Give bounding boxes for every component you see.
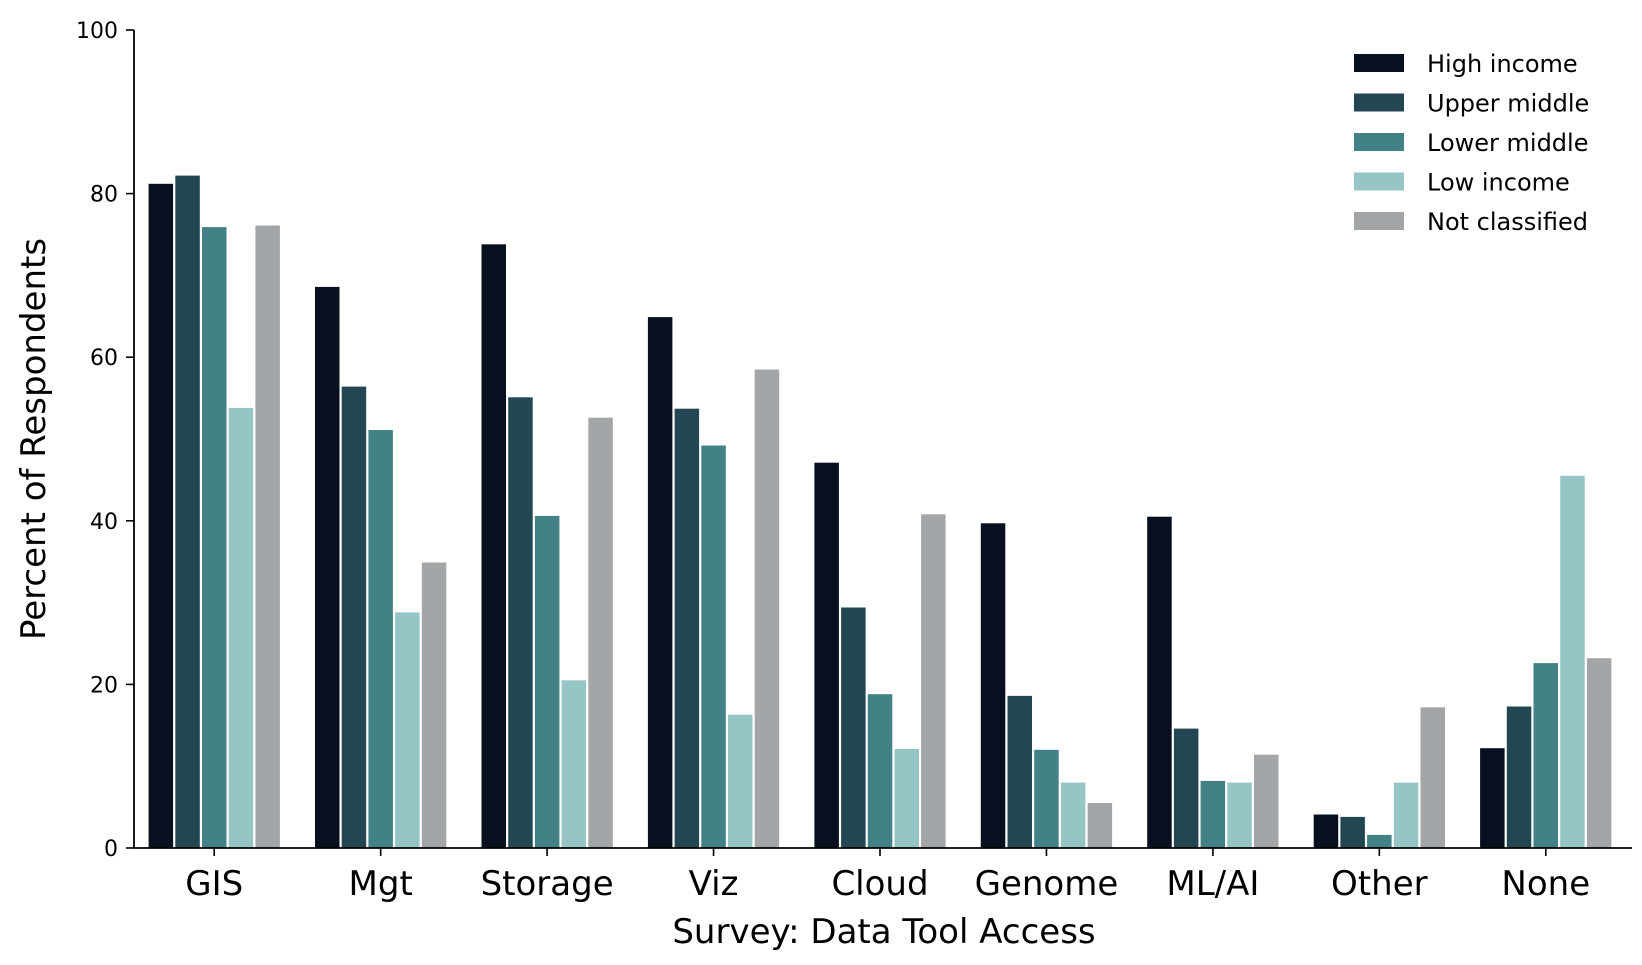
- bar-gis-low-income: [228, 407, 254, 848]
- bar-mgt-lower-middle: [368, 430, 393, 848]
- bar-cloud-low-income: [894, 749, 919, 848]
- y-tick-label: 0: [104, 837, 118, 862]
- y-tick-label: 100: [76, 19, 118, 44]
- bar-storage-not-classified: [588, 417, 613, 848]
- bar-other-lower-middle: [1367, 834, 1392, 848]
- bar-ml-ai-high-income: [1147, 516, 1172, 848]
- bar-none-high-income: [1480, 748, 1505, 848]
- bar-other-high-income: [1313, 814, 1339, 848]
- bar-genome-high-income: [980, 523, 1006, 848]
- bar-none-not-classified: [1586, 658, 1612, 848]
- y-tick-label: 80: [90, 183, 118, 208]
- y-axis-title: Percent of Respondents: [14, 238, 54, 640]
- legend-swatch-lower-middle: [1354, 133, 1404, 151]
- y-tick-label: 20: [90, 673, 118, 698]
- bar-other-low-income: [1393, 782, 1419, 848]
- x-tick-label: Storage: [481, 864, 614, 904]
- bar-none-upper-middle: [1506, 706, 1532, 848]
- bar-mgt-high-income: [315, 286, 340, 848]
- legend-swatch-upper-middle: [1354, 93, 1404, 112]
- bar-mgt-low-income: [395, 612, 420, 848]
- x-tick-label: Cloud: [831, 864, 928, 904]
- legend-label-low-income: Low income: [1427, 169, 1570, 197]
- bar-mgt-upper-middle: [341, 386, 367, 848]
- bar-genome-not-classified: [1087, 803, 1113, 848]
- legend-swatch-high-income: [1354, 54, 1404, 72]
- x-tick-label: ML/AI: [1166, 864, 1259, 904]
- bar-storage-high-income: [481, 244, 506, 849]
- bar-genome-low-income: [1060, 782, 1086, 848]
- x-tick-label: None: [1501, 864, 1590, 904]
- x-tick-label: Genome: [975, 864, 1119, 904]
- bar-gis-lower-middle: [202, 227, 227, 849]
- legend-label-not-classified: Not classified: [1427, 208, 1588, 236]
- bar-gis-not-classified: [255, 225, 280, 848]
- axes-layer: [133, 30, 1632, 849]
- x-tick-label: GIS: [185, 864, 243, 904]
- bar-cloud-high-income: [814, 462, 839, 848]
- legend-swatch-not-classified: [1354, 212, 1404, 230]
- bar-ml-ai-upper-middle: [1173, 728, 1199, 848]
- bar-storage-upper-middle: [508, 397, 533, 848]
- legend-label-upper-middle: Upper middle: [1427, 90, 1589, 118]
- bar-ml-ai-not-classified: [1254, 754, 1279, 848]
- bar-viz-high-income: [647, 317, 673, 849]
- bar-storage-lower-middle: [534, 515, 560, 848]
- y-tick-label: 40: [90, 510, 118, 535]
- bar-viz-upper-middle: [674, 408, 700, 848]
- x-axis-title: Survey: Data Tool Access: [672, 912, 1095, 952]
- y-tick-label: 60: [90, 346, 118, 371]
- bar-viz-not-classified: [754, 369, 780, 848]
- x-tick-label: Other: [1331, 864, 1428, 904]
- bar-viz-low-income: [728, 714, 753, 848]
- bar-cloud-lower-middle: [867, 694, 893, 848]
- bar-genome-lower-middle: [1034, 749, 1059, 848]
- bar-cloud-not-classified: [921, 514, 946, 848]
- bar-gis-upper-middle: [175, 175, 200, 849]
- bar-viz-lower-middle: [701, 445, 726, 848]
- bar-cloud-upper-middle: [841, 607, 866, 848]
- bars-layer: [148, 175, 1612, 849]
- bar-ml-ai-low-income: [1227, 782, 1252, 848]
- legend-swatch-low-income: [1354, 172, 1404, 191]
- bar-gis-high-income: [148, 183, 174, 849]
- bar-none-low-income: [1560, 475, 1585, 848]
- bar-genome-upper-middle: [1007, 695, 1032, 848]
- ticks-layer: GIS Mgt Storage Viz Cloud Genome ML/AI Other Non…: [76, 19, 1590, 904]
- bar-none-lower-middle: [1533, 663, 1558, 848]
- bar-storage-low-income: [561, 680, 587, 848]
- bar-ml-ai-lower-middle: [1200, 780, 1226, 848]
- legend-label-lower-middle: Lower middle: [1427, 129, 1588, 157]
- bar-mgt-not-classified: [421, 562, 447, 848]
- legend: High income Upper middle Lower middle Low i…: [1354, 50, 1589, 236]
- legend-label-high-income: High income: [1427, 50, 1578, 78]
- bar-other-upper-middle: [1340, 816, 1365, 848]
- x-tick-label: Viz: [689, 864, 739, 904]
- bar-other-not-classified: [1420, 707, 1445, 848]
- x-tick-label: Mgt: [349, 864, 413, 904]
